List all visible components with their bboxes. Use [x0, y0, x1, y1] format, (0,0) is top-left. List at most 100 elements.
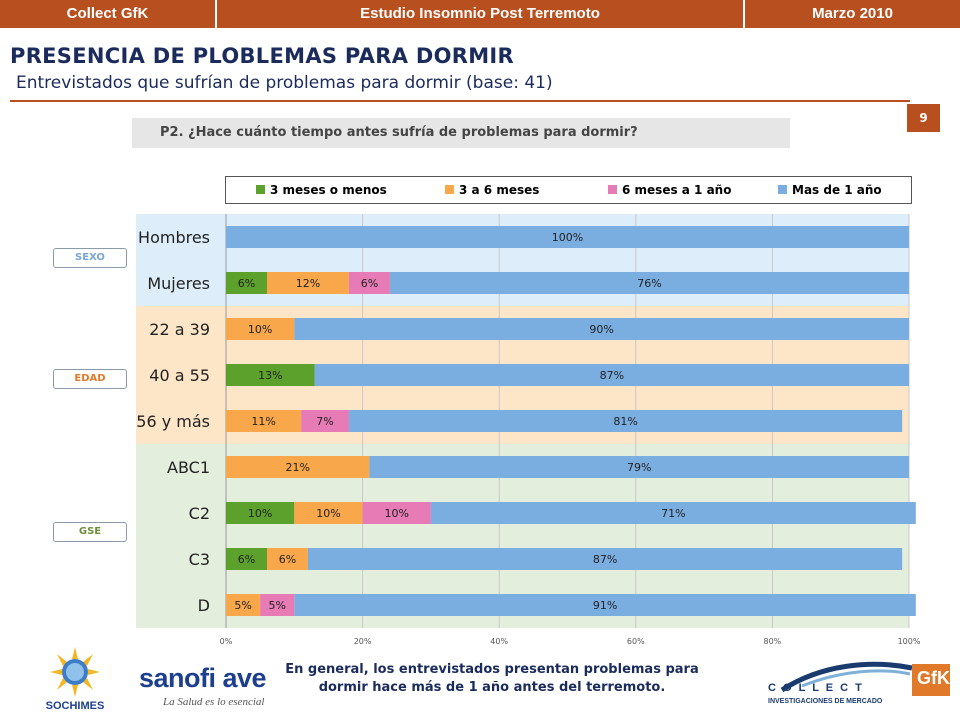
- group-badge-gse: GSE: [53, 522, 127, 542]
- group-badge-sexo: SEXO: [53, 248, 127, 268]
- category-label: 22 a 39: [149, 320, 210, 339]
- data-label: 100%: [552, 231, 583, 244]
- data-label: 21%: [285, 461, 309, 474]
- data-label: 71%: [661, 507, 685, 520]
- bar-segment: [226, 502, 295, 524]
- collect-wordmark: C O L L E C T: [768, 682, 864, 694]
- category-label: Mujeres: [147, 274, 210, 293]
- bar-segment: [430, 502, 916, 524]
- data-label: 6%: [361, 277, 378, 290]
- bar-segment: [348, 410, 903, 432]
- legend-item: 6 meses a 1 año: [608, 177, 731, 203]
- footer-note: En general, los entrevistados presentan …: [262, 661, 722, 697]
- data-label: 90%: [589, 323, 613, 336]
- category-label: C2: [189, 504, 210, 523]
- data-label: 87%: [593, 553, 617, 566]
- data-label: 10%: [316, 507, 340, 520]
- bar-segment: [226, 272, 267, 294]
- header-center: Estudio Insomnio Post Terremoto: [360, 5, 600, 22]
- legend-swatch: [445, 185, 454, 194]
- bar-segment: [260, 594, 295, 616]
- sochimes-logo: SOCHIMES: [40, 645, 110, 720]
- x-tick-label: 60%: [627, 637, 645, 646]
- page-title: PRESENCIA DE PLOBLEMAS PARA DORMIR: [10, 44, 515, 68]
- question-text: P2. ¿Hace cuánto tiempo antes sufría de …: [160, 125, 638, 140]
- data-label: 6%: [279, 553, 296, 566]
- bar-segment: [301, 410, 349, 432]
- legend-swatch: [256, 185, 265, 194]
- bar-segment: [266, 548, 308, 570]
- bar-segment: [307, 548, 903, 570]
- data-label: 10%: [248, 323, 272, 336]
- category-label: Hombres: [138, 228, 210, 247]
- data-label: 6%: [238, 553, 255, 566]
- data-label: 79%: [627, 461, 651, 474]
- bar-segment: [226, 456, 370, 478]
- question-box: P2. ¿Hace cuánto tiempo antes sufría de …: [132, 118, 790, 148]
- data-label: 5%: [268, 599, 285, 612]
- page-number: 9: [907, 104, 940, 132]
- page-subtitle: Entrevistados que sufrían de problemas p…: [16, 73, 553, 93]
- header-divider: [743, 0, 745, 28]
- bar-segment: [314, 364, 909, 386]
- data-label: 81%: [613, 415, 637, 428]
- category-label: C3: [189, 550, 210, 569]
- header-right: Marzo 2010: [812, 5, 893, 22]
- legend-item: 3 meses o menos: [256, 177, 387, 203]
- bar-segment: [348, 272, 390, 294]
- sanofi-logo: sanofi ave La Salud es lo esencial: [133, 663, 273, 713]
- sochimes-wordmark: SOCHIMES: [45, 700, 105, 712]
- data-label: 12%: [296, 277, 320, 290]
- bar-segment: [369, 456, 909, 478]
- legend-label: 3 meses o menos: [270, 183, 387, 197]
- legend-swatch: [778, 185, 787, 194]
- category-label: 56 y más: [136, 412, 210, 431]
- bar-segment: [294, 594, 916, 616]
- header-divider: [215, 0, 217, 28]
- data-label: 13%: [258, 369, 282, 382]
- legend-item: Mas de 1 año: [778, 177, 882, 203]
- data-label: 7%: [316, 415, 333, 428]
- gfk-wordmark: GfK: [917, 668, 950, 688]
- data-label: 76%: [637, 277, 661, 290]
- x-tick-label: 0%: [220, 637, 233, 646]
- bar-segment: [362, 502, 431, 524]
- data-label: 6%: [238, 277, 255, 290]
- x-tick-label: 80%: [764, 637, 782, 646]
- bar-segment: [226, 364, 315, 386]
- header-bar: Collect GfK Estudio Insomnio Post Terrem…: [0, 0, 960, 28]
- legend-item: 3 a 6 meses: [445, 177, 539, 203]
- data-label: 10%: [248, 507, 272, 520]
- data-label: 11%: [251, 415, 275, 428]
- category-label: ABC1: [167, 458, 210, 477]
- bar-segment: [226, 410, 302, 432]
- x-tick-label: 40%: [490, 637, 508, 646]
- data-label: 87%: [600, 369, 624, 382]
- legend-label: 6 meses a 1 año: [622, 183, 732, 197]
- category-label: D: [198, 596, 210, 615]
- legend-swatch: [608, 185, 617, 194]
- header-left: Collect GfK: [66, 5, 149, 22]
- category-label: 40 a 55: [149, 366, 210, 385]
- data-label: 5%: [234, 599, 251, 612]
- x-tick-label: 20%: [354, 637, 372, 646]
- footer-line-2: dormir hace más de 1 año antes del terre…: [318, 680, 666, 695]
- bar-segment: [294, 318, 909, 340]
- sanofi-tagline: La Salud es lo esencial: [163, 696, 265, 708]
- sanofi-wordmark: sanofi ave: [139, 663, 267, 693]
- chart-legend: 3 meses o menos 3 a 6 meses 6 meses a 1 …: [225, 176, 912, 204]
- collect-swoosh-icon: [780, 661, 950, 696]
- group-badge-edad: EDAD: [53, 369, 127, 389]
- legend-label: Mas de 1 año: [792, 183, 882, 197]
- bar-segment: [226, 594, 261, 616]
- footer-line-1: En general, los entrevistados presentan …: [285, 662, 699, 677]
- data-label: 91%: [593, 599, 617, 612]
- bar-segment: [389, 272, 909, 294]
- legend-label: 3 a 6 meses: [459, 183, 540, 197]
- collect-subtitle: INVESTIGACIONES DE MERCADO: [768, 698, 883, 705]
- bar-segment: [266, 272, 349, 294]
- collect-gfk-logo: GfK C O L L E C T INVESTIGACIONES DE MER…: [762, 660, 952, 716]
- bar-segment: [226, 318, 295, 340]
- data-label: 10%: [385, 507, 409, 520]
